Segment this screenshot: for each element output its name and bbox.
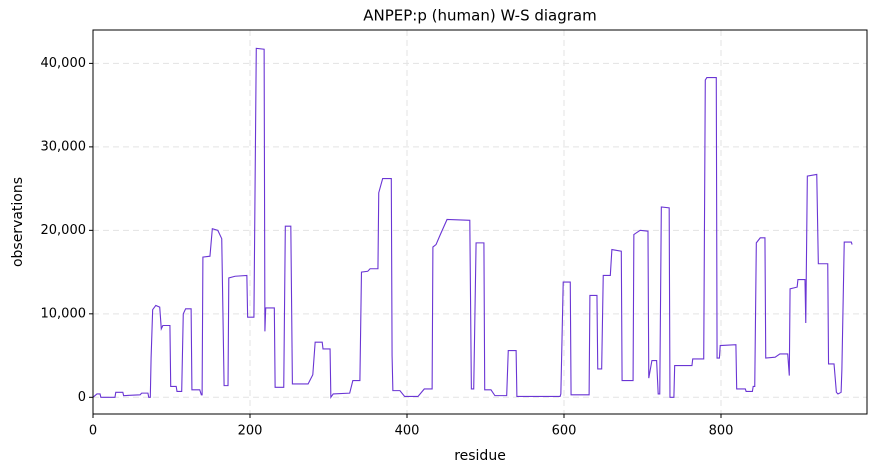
x-tick-label: 600 (552, 424, 577, 439)
y-tick-label: 0 (78, 390, 86, 405)
y-axis-label: observations (10, 177, 26, 267)
chart-title: ANPEP:p (human) W-S diagram (363, 7, 597, 25)
y-tick-label: 10,000 (41, 306, 87, 321)
y-tick-label: 30,000 (41, 139, 87, 154)
x-tick-label: 200 (238, 424, 263, 439)
plot-frame (92, 29, 868, 415)
data-line (92, 47, 853, 399)
x-tick-label: 0 (89, 424, 97, 439)
x-axis-label: residue (454, 448, 506, 464)
y-tick-label: 20,000 (41, 223, 87, 238)
x-tick-label: 400 (395, 424, 420, 439)
y-tick-label: 40,000 (41, 56, 87, 71)
x-tick-label: 800 (709, 424, 734, 439)
